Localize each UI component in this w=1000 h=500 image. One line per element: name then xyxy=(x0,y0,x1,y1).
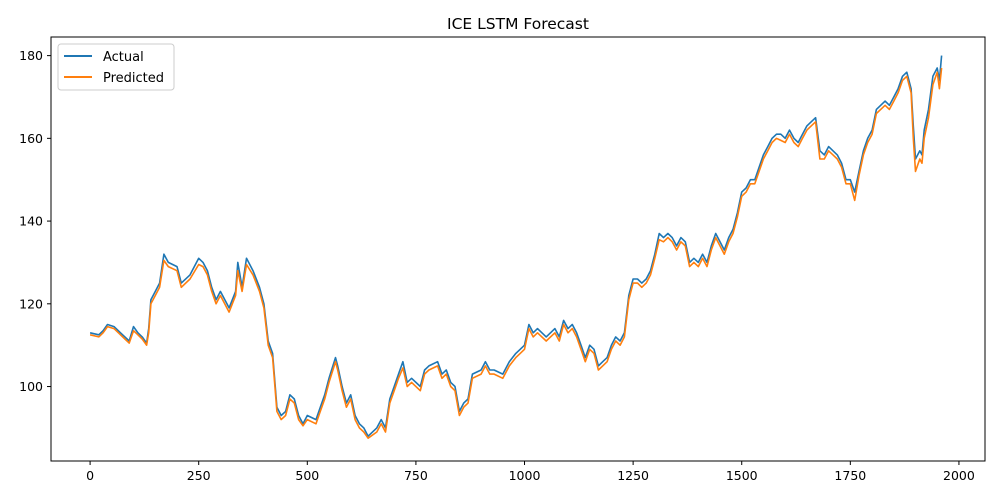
x-tick-label: 1000 xyxy=(509,468,541,483)
legend: Actual Predicted xyxy=(57,43,175,91)
x-tick-label: 1750 xyxy=(834,468,866,483)
axes-layer: 0 250 500 750 1000 1250 1500 1750 2000 100 120 140 1… xyxy=(19,36,986,483)
x-tick-label: 1250 xyxy=(617,468,649,483)
x-tick-label: 1500 xyxy=(726,468,758,483)
series-line-actual xyxy=(89,55,943,437)
legend-label-predicted: Predicted xyxy=(103,71,164,86)
x-tick-label: 2000 xyxy=(943,468,975,483)
legend-label-actual: Actual xyxy=(103,50,144,65)
y-tick-label: 100 xyxy=(19,379,43,394)
series-line-predicted xyxy=(89,67,943,439)
y-tick-label: 140 xyxy=(19,214,43,229)
x-tick-label: 0 xyxy=(86,468,94,483)
x-tick-label: 500 xyxy=(295,468,319,483)
x-tick-label: 250 xyxy=(187,468,211,483)
y-tick-label: 160 xyxy=(19,131,43,146)
plot-frame xyxy=(50,36,986,462)
y-tick-label: 120 xyxy=(19,296,43,311)
chart-title: ICE LSTM Forecast xyxy=(447,15,589,33)
y-tick-label: 180 xyxy=(19,48,43,63)
x-tick-label: 750 xyxy=(404,468,428,483)
series-layer xyxy=(89,55,943,439)
